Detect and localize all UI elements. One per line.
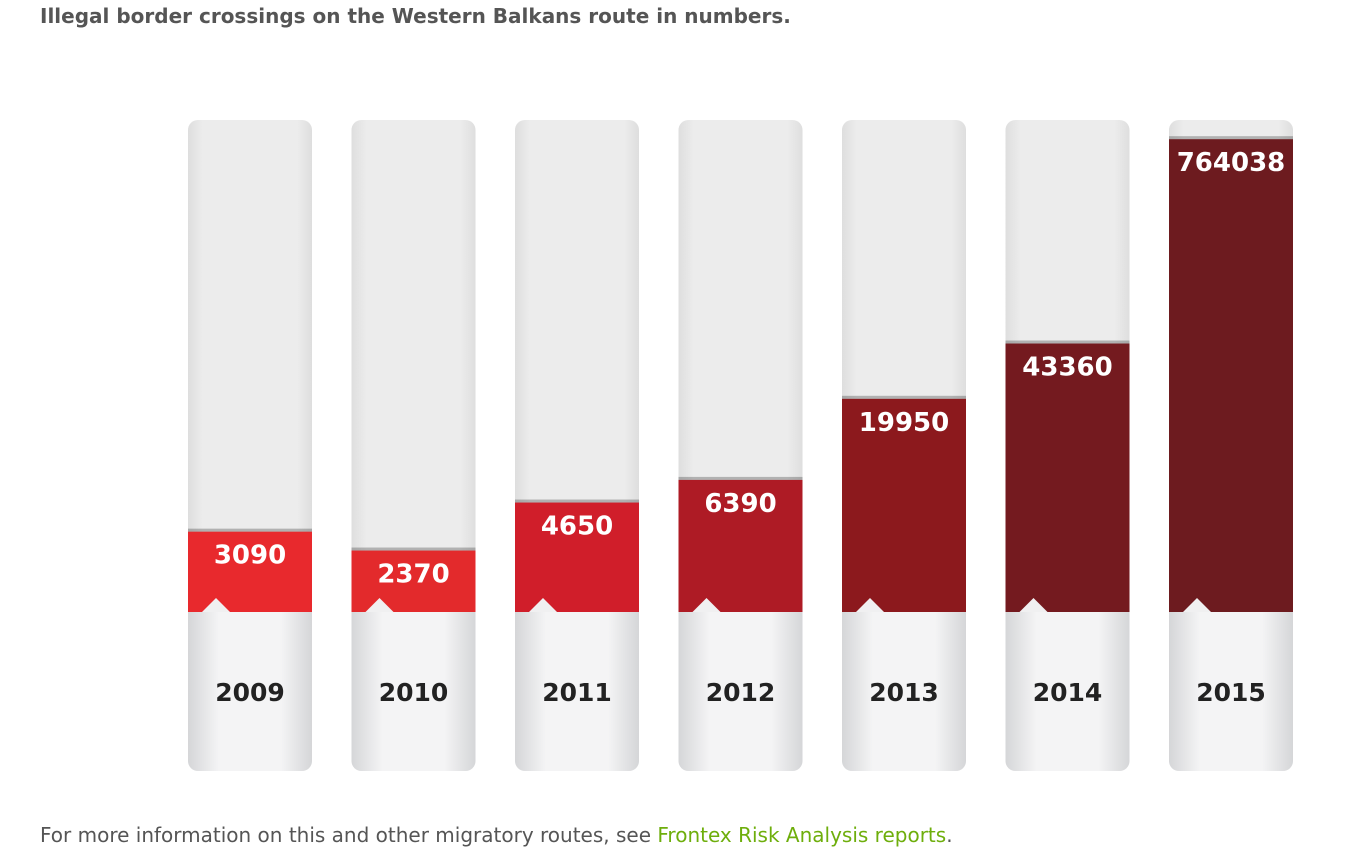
value-label: 4650 (541, 512, 613, 542)
label-area (188, 612, 312, 771)
value-label: 764038 (1177, 148, 1286, 178)
bar-group: 4650 2011 (515, 120, 639, 771)
value-label: 3090 (214, 541, 286, 571)
notch (1019, 598, 1048, 612)
x-tick-label: 2009 (215, 678, 285, 707)
bar-edge (678, 476, 803, 480)
bar (678, 479, 803, 612)
chart: 3090 2009 2370 2010 4650 2011 6390 2012 19950 201… (188, 120, 1293, 771)
bar-background (188, 120, 312, 612)
bar-group: 3090 2009 (188, 120, 312, 771)
bar (1005, 343, 1130, 612)
label-area (842, 612, 966, 771)
value-label: 43360 (1022, 353, 1112, 383)
bar (515, 502, 639, 612)
bar-group: 764038 2015 (1169, 120, 1293, 771)
x-tick-label: 2012 (706, 678, 776, 707)
label-area (351, 612, 476, 771)
footer-end: . (946, 823, 953, 847)
label-area (678, 612, 803, 771)
x-tick-label: 2013 (869, 678, 939, 707)
bar-group: 2370 2010 (351, 120, 476, 771)
value-label: 6390 (704, 489, 776, 519)
footer-link[interactable]: Frontex Risk Analysis reports (657, 823, 947, 847)
bar-edge (351, 547, 476, 551)
bar-group: 6390 2012 (678, 120, 803, 771)
label-area (1169, 612, 1293, 771)
bar (1169, 139, 1293, 613)
bar-edge (842, 395, 966, 399)
notch (202, 598, 230, 612)
x-tick-label: 2015 (1196, 678, 1266, 707)
bar-edge (1005, 340, 1130, 344)
x-tick-label: 2014 (1033, 678, 1103, 707)
notch (856, 598, 884, 612)
x-tick-label: 2011 (542, 678, 612, 707)
footer: For more information on this and other m… (40, 823, 953, 847)
bar (188, 531, 312, 612)
notch (365, 598, 394, 612)
notch (692, 598, 721, 612)
footer-text: For more information on this and other m… (40, 823, 658, 847)
bar-edge (1169, 136, 1293, 140)
bar (842, 398, 966, 612)
notch (1183, 598, 1211, 612)
bar-group: 43360 2014 (1005, 120, 1130, 771)
label-area (1005, 612, 1130, 771)
label-area (515, 612, 639, 771)
x-tick-label: 2010 (379, 678, 449, 707)
bar-group: 19950 2013 (842, 120, 966, 771)
bar-edge (188, 528, 312, 532)
notch (529, 598, 557, 612)
page-title: Illegal border crossings on the Western … (40, 4, 791, 28)
value-label: 2370 (377, 560, 449, 590)
bar-background (351, 120, 476, 612)
bar-edge (515, 499, 639, 503)
value-label: 19950 (859, 408, 949, 438)
bar (351, 550, 476, 612)
